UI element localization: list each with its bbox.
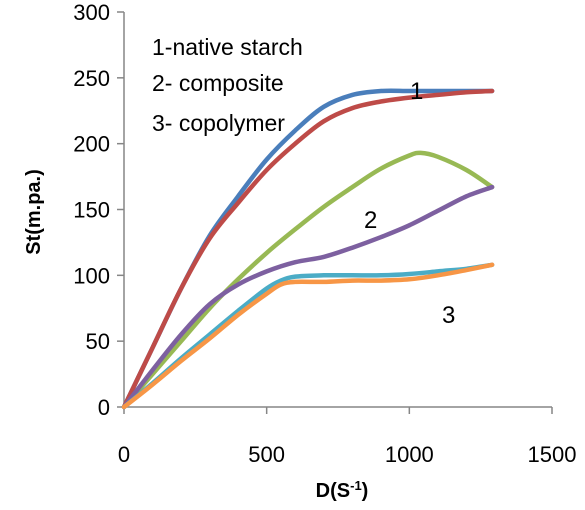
series-layer: [121, 88, 495, 410]
x-tick-label: 1500: [528, 442, 577, 467]
legend-line-2: 2- composite: [152, 70, 284, 96]
curve-label-1: 1: [410, 78, 423, 105]
series-line-5: [121, 262, 495, 410]
y-tick-label: 150: [73, 198, 110, 223]
curve-label-2: 2: [364, 207, 377, 234]
x-axis-title: D(S-1): [316, 478, 369, 503]
x-axis-title-sup: -1: [350, 478, 362, 493]
axes: 0 50 100 150 200 250 300 0 500 1000 1500: [73, 0, 576, 467]
y-tick-label: 250: [73, 66, 110, 91]
legend-line-3: 3- copolymer: [152, 110, 285, 136]
x-axis-title-close: ): [362, 480, 369, 502]
y-axis-title: St(m.pa.): [23, 169, 45, 255]
y-tick-label: 100: [73, 263, 110, 288]
series-line-2: [121, 88, 495, 410]
x-tick-label: 0: [118, 442, 130, 467]
y-tick-label: 200: [73, 132, 110, 157]
curve-label-3: 3: [442, 302, 455, 329]
y-tick-label: 300: [73, 0, 110, 25]
y-tick-label: 50: [86, 329, 110, 354]
series-line-6: [121, 262, 495, 410]
x-tick-label: 500: [248, 442, 285, 467]
y-tick-label: 0: [98, 395, 110, 420]
legend-line-1: 1-native starch: [152, 34, 303, 60]
x-axis-title-main: D(S: [316, 480, 350, 502]
series-line-3: [121, 150, 495, 410]
x-tick-label: 1000: [385, 442, 434, 467]
series-line-4: [121, 184, 495, 410]
